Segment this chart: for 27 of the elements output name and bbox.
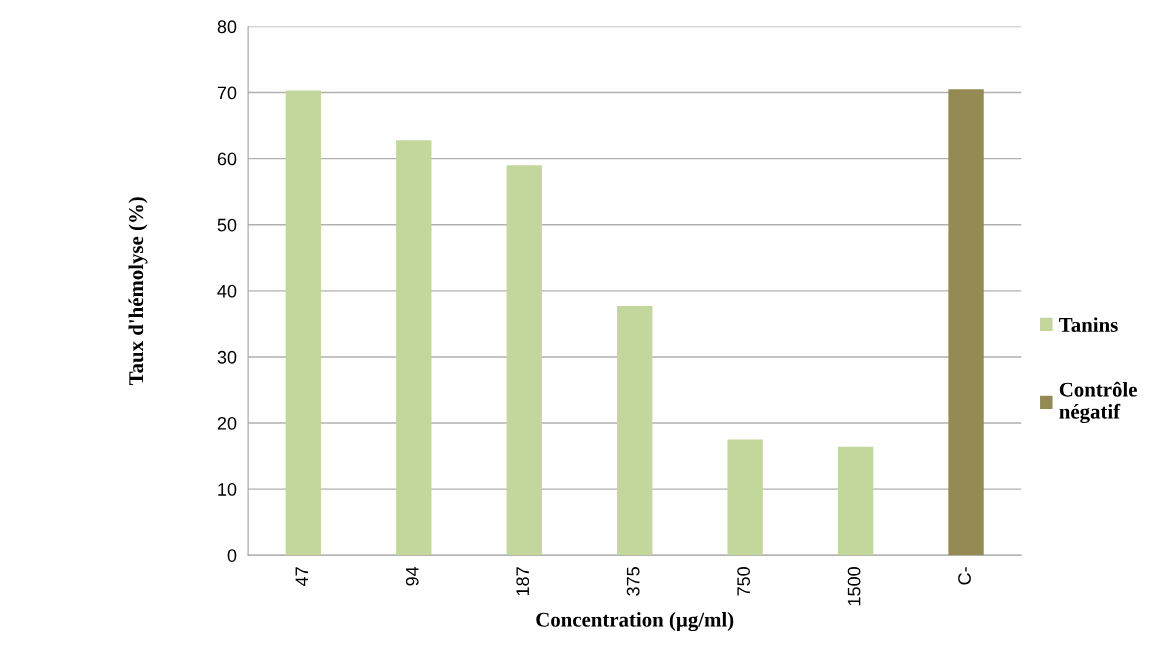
bar [727, 439, 763, 556]
x-tick-label: 47 [295, 567, 309, 587]
bar [285, 90, 322, 556]
y-tick-label: 0 [227, 549, 237, 562]
y-tick-label: 30 [217, 350, 237, 364]
y-tick-label: 80 [217, 20, 237, 34]
x-tick-label: C- [958, 567, 971, 585]
bar [396, 140, 432, 556]
legend-label: Tanins [1059, 317, 1118, 332]
y-tick-label: 50 [217, 218, 237, 232]
y-tick-label: 60 [217, 152, 237, 166]
x-tick-label: 94 [405, 566, 419, 586]
y-axis-title: Taux d'hémolyse (%) [128, 197, 148, 386]
y-tick-label: 70 [217, 86, 237, 100]
bar [617, 306, 653, 556]
bar [506, 165, 542, 556]
y-tick-label: 20 [217, 416, 237, 430]
x-tick-label: 1500 [847, 567, 861, 606]
legend-label: Contrôle négatif [1059, 381, 1137, 424]
bar [837, 446, 874, 556]
x-tick-label: 750 [737, 567, 750, 596]
x-tick-label: 187 [516, 567, 530, 596]
y-tick-label: 40 [217, 284, 237, 298]
x-axis-title: Concentration (µg/ml) [536, 612, 734, 632]
bar [948, 89, 984, 556]
y-tick-label: 10 [218, 483, 237, 496]
x-tick-label: 375 [626, 567, 640, 596]
